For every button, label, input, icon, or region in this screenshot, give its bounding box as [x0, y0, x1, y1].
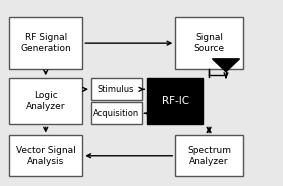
- Text: Spectrum
Analyzer: Spectrum Analyzer: [187, 146, 231, 166]
- FancyBboxPatch shape: [9, 17, 82, 69]
- Text: Acquisition: Acquisition: [93, 109, 139, 118]
- Text: Vector Signal
Analysis: Vector Signal Analysis: [16, 146, 76, 166]
- FancyBboxPatch shape: [9, 135, 82, 176]
- Text: RF-IC: RF-IC: [162, 96, 189, 106]
- FancyBboxPatch shape: [9, 78, 82, 124]
- FancyBboxPatch shape: [175, 17, 243, 69]
- Text: Signal
Source: Signal Source: [194, 33, 225, 53]
- Text: Stimulus: Stimulus: [98, 85, 134, 94]
- FancyBboxPatch shape: [91, 102, 142, 124]
- FancyBboxPatch shape: [91, 78, 142, 100]
- Polygon shape: [213, 59, 239, 72]
- FancyBboxPatch shape: [175, 135, 243, 176]
- Text: RF Signal
Generation: RF Signal Generation: [20, 33, 71, 53]
- FancyBboxPatch shape: [147, 78, 203, 124]
- Text: Logic
Analyzer: Logic Analyzer: [26, 91, 65, 111]
